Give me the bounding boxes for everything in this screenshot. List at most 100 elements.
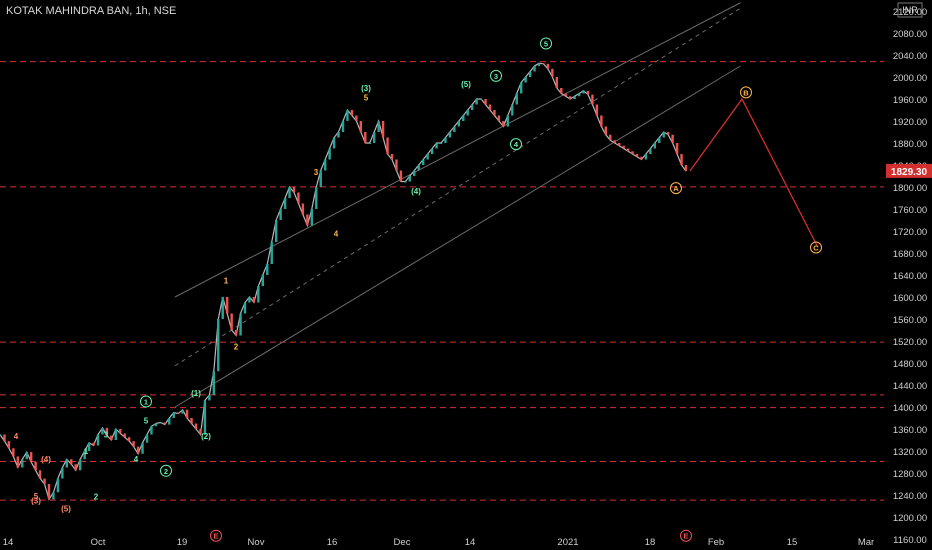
wave-label-18: 5	[364, 94, 369, 103]
wave-label-7: 2	[94, 492, 99, 501]
candle-67	[297, 192, 300, 204]
candle-65	[288, 187, 291, 198]
candle-93	[413, 170, 416, 176]
candle-96	[426, 154, 429, 160]
y-tick-15: 1760.00	[893, 205, 927, 216]
candle-27	[119, 429, 122, 434]
y-tick-3: 1280.00	[893, 469, 927, 480]
y-tick-2: 1240.00	[893, 491, 927, 502]
circle-label-0: 1	[144, 398, 148, 407]
candle-41	[181, 409, 184, 414]
y-tick-13: 1680.00	[893, 249, 927, 260]
candle-61	[270, 242, 273, 264]
abc-projection	[689, 97, 819, 248]
candle-150	[666, 132, 670, 135]
candle-19	[83, 451, 86, 460]
wave-label-20: (5)	[461, 80, 471, 89]
candle-148	[658, 137, 661, 143]
candle-56	[248, 297, 251, 303]
candle-46	[203, 400, 207, 435]
y-tick-18: 1880.00	[893, 139, 927, 150]
candle-101	[448, 132, 452, 138]
candle-98	[435, 143, 438, 149]
projection-path	[689, 97, 819, 248]
candle-141	[626, 148, 630, 152]
candle-109	[484, 99, 487, 105]
circle-label-6: B	[743, 88, 749, 97]
circle-label-3: 4	[514, 140, 519, 149]
candle-32	[141, 442, 144, 454]
candle-48	[212, 371, 216, 395]
candle-104	[462, 115, 465, 121]
candle-86	[381, 121, 385, 138]
y-tick-11: 1600.00	[893, 293, 927, 304]
candle-116	[515, 93, 518, 105]
candle-72	[319, 170, 322, 187]
candle-132	[586, 90, 590, 95]
price-axis-bg[interactable]	[884, 0, 932, 550]
x-tick-8: 18	[645, 537, 656, 548]
candle-21	[92, 442, 95, 446]
candle-4	[16, 456, 20, 468]
y-tick-20: 1960.00	[893, 95, 927, 106]
candle-118	[524, 77, 527, 83]
candle-92	[408, 176, 412, 182]
candle-73	[323, 159, 327, 171]
candle-154	[684, 165, 688, 172]
currency-box[interactable]	[897, 2, 923, 18]
candle-124	[551, 68, 554, 77]
candle-103	[457, 121, 461, 127]
y-tick-10: 1560.00	[893, 315, 927, 326]
candle-5	[21, 459, 24, 468]
candle-50	[221, 297, 224, 319]
x-tick-9: Feb	[708, 537, 724, 548]
price-series	[0, 62, 688, 501]
candle-59	[261, 275, 265, 286]
y-tick-23: 2080.00	[893, 29, 927, 40]
chart-title: KOTAK MAHINDRA BAN, 1h, NSE	[6, 5, 177, 17]
x-tick-6: 14	[465, 537, 476, 548]
candle-69	[306, 214, 309, 226]
candle-42	[185, 409, 189, 418]
wave-label-6: 1	[84, 447, 89, 456]
candle-81	[359, 121, 363, 132]
candle-68	[301, 203, 305, 215]
candle-130	[577, 93, 581, 97]
candle-84	[372, 132, 376, 143]
currency-label: INR	[902, 5, 918, 15]
circle-label-2: 3	[494, 72, 498, 81]
candle-121	[537, 63, 541, 66]
candle-62	[274, 220, 278, 242]
circle-marker-9	[680, 529, 692, 542]
circle-marker-2	[490, 69, 502, 82]
candle-105	[466, 110, 469, 116]
candle-111	[493, 110, 496, 116]
candle-1	[3, 434, 6, 442]
candle-122	[542, 63, 545, 65]
candle-43	[190, 418, 193, 424]
circle-label-9: E	[683, 532, 688, 541]
candle-114	[506, 115, 510, 127]
candle-10	[43, 478, 46, 484]
wave-label-19: (4)	[411, 187, 421, 196]
candle-64	[283, 198, 287, 209]
candle-102	[453, 126, 456, 132]
candle-126	[560, 88, 563, 94]
x-tick-4: 16	[327, 537, 338, 548]
circle-label-4: 5	[544, 39, 548, 48]
candle-29	[127, 437, 131, 442]
y-tick-1: 1200.00	[893, 513, 927, 524]
candle-133	[591, 94, 594, 105]
circle-label-5: A	[673, 184, 679, 193]
candle-54	[239, 313, 242, 336]
candle-115	[511, 104, 514, 116]
candle-9	[38, 470, 42, 479]
candle-77	[341, 121, 345, 132]
y-tick-14: 1720.00	[893, 227, 927, 238]
candle-37	[163, 422, 167, 425]
candle-80	[355, 115, 358, 121]
wave-label-15: 3	[314, 168, 319, 177]
candle-137	[609, 134, 612, 141]
